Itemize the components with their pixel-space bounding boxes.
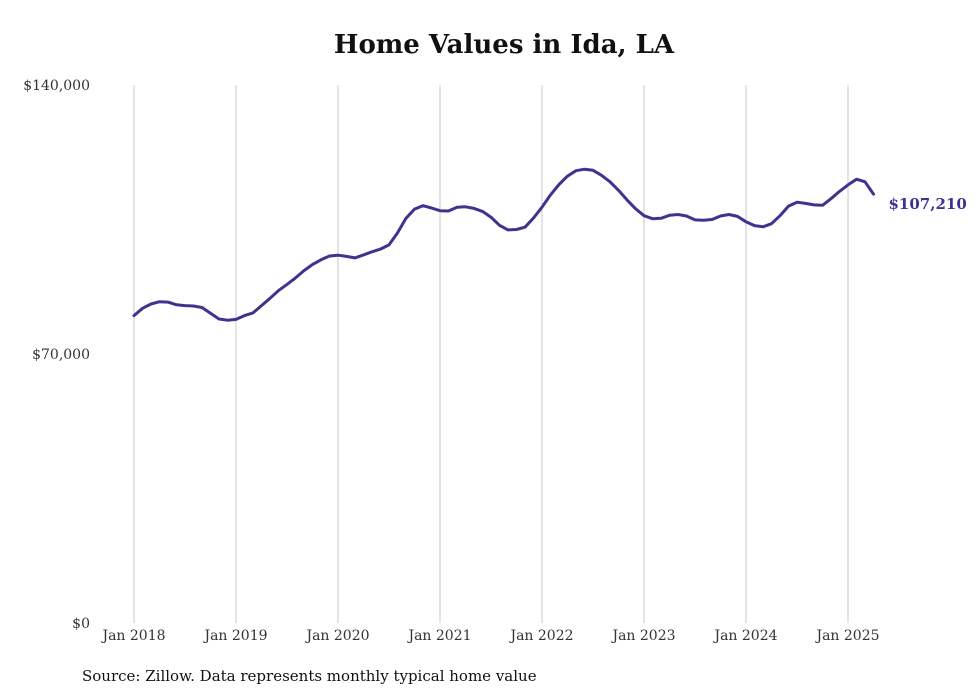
y-tick-label: $0 xyxy=(72,616,90,632)
series-line xyxy=(132,167,875,322)
x-tick-label: Jan 2019 xyxy=(202,628,267,644)
y-axis-ticks: $0 $70,000 $140,000 xyxy=(23,78,90,632)
x-tick-label: Jan 2018 xyxy=(100,628,165,644)
source-note: Source: Zillow. Data represents monthly … xyxy=(82,667,537,685)
x-tick-label: Jan 2020 xyxy=(304,628,369,644)
x-tick-label: Jan 2022 xyxy=(508,628,573,644)
x-tick-label: Jan 2023 xyxy=(610,628,675,644)
y-tick-label: $70,000 xyxy=(32,347,90,363)
end-label-layer: $107,210 xyxy=(889,195,967,213)
end-value-label: $107,210 xyxy=(889,195,967,213)
series-layer xyxy=(132,167,875,322)
x-axis-ticks: Jan 2018 Jan 2019 Jan 2020 Jan 2021 Jan 2022… xyxy=(100,628,879,644)
gridlines xyxy=(133,85,849,623)
y-tick-label: $140,000 xyxy=(23,78,90,94)
x-tick-label: Jan 2021 xyxy=(406,628,471,644)
x-tick-label: Jan 2024 xyxy=(712,628,777,644)
chart-title: Home Values in Ida, LA xyxy=(333,30,675,60)
x-tick-label: Jan 2025 xyxy=(814,628,879,644)
